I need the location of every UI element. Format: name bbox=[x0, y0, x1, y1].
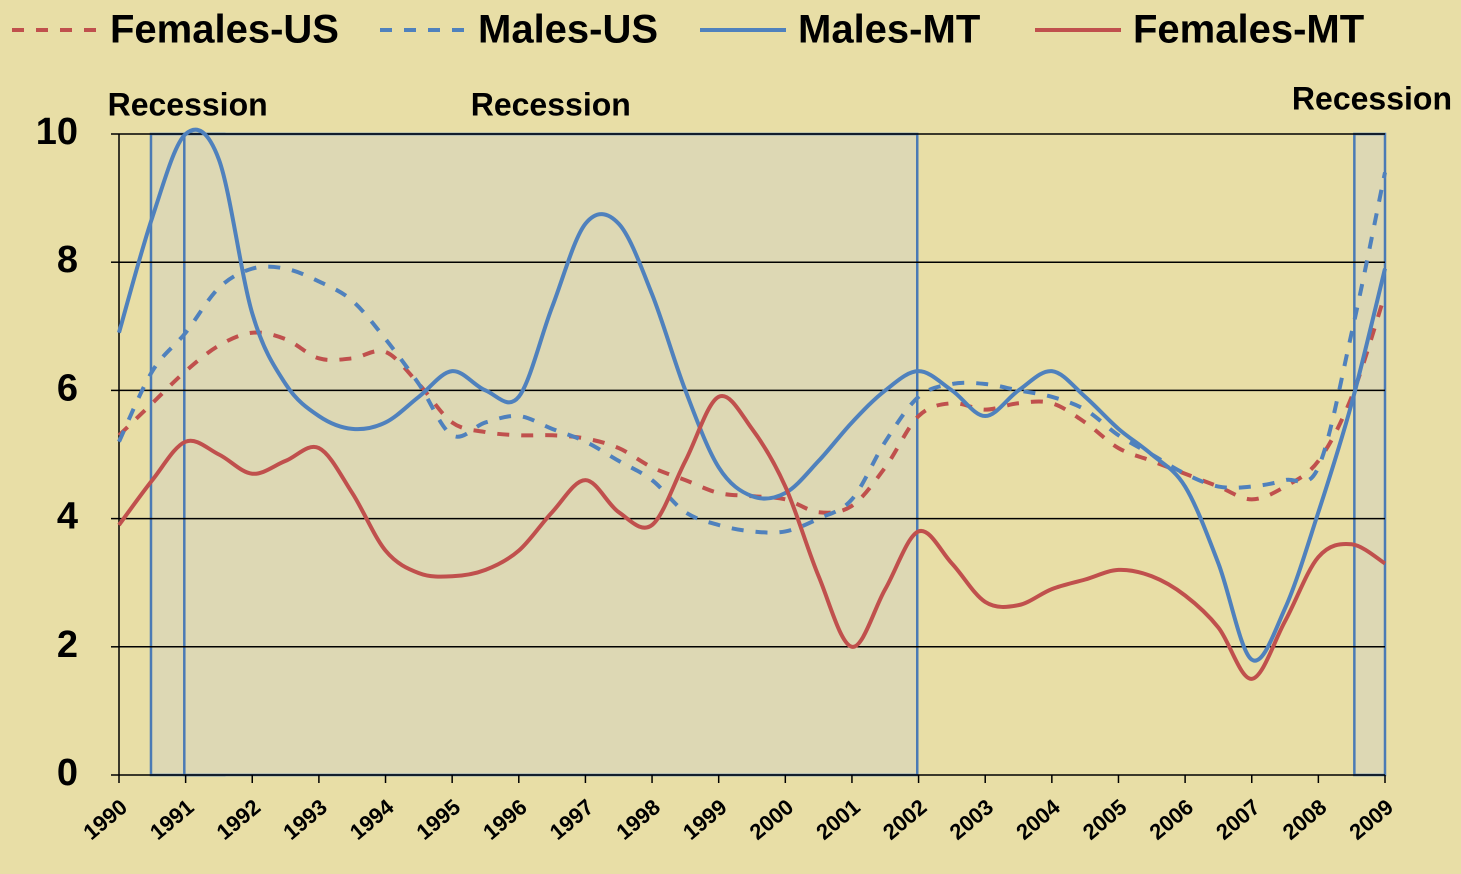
legend-label: Males-MT bbox=[798, 8, 980, 52]
recession-label: Recession bbox=[1292, 80, 1452, 116]
y-tick-label: 0 bbox=[57, 752, 78, 794]
y-tick-label: 6 bbox=[57, 367, 78, 409]
series-line bbox=[117, 172, 1387, 535]
recession-label: Recession bbox=[471, 86, 631, 122]
legend-label: Females-US bbox=[110, 8, 339, 52]
y-tick-label: 2 bbox=[57, 624, 78, 666]
y-tick-label: 4 bbox=[57, 496, 78, 538]
series-line bbox=[117, 127, 1387, 663]
recession-band bbox=[1353, 132, 1387, 777]
y-tick-label: 10 bbox=[36, 111, 78, 153]
legend-label: Females-MT bbox=[1133, 8, 1364, 52]
series-line bbox=[117, 394, 1387, 681]
recession-label: Recession bbox=[108, 86, 268, 122]
y-tick-label: 8 bbox=[57, 239, 78, 281]
legend-label: Males-US bbox=[478, 8, 658, 52]
